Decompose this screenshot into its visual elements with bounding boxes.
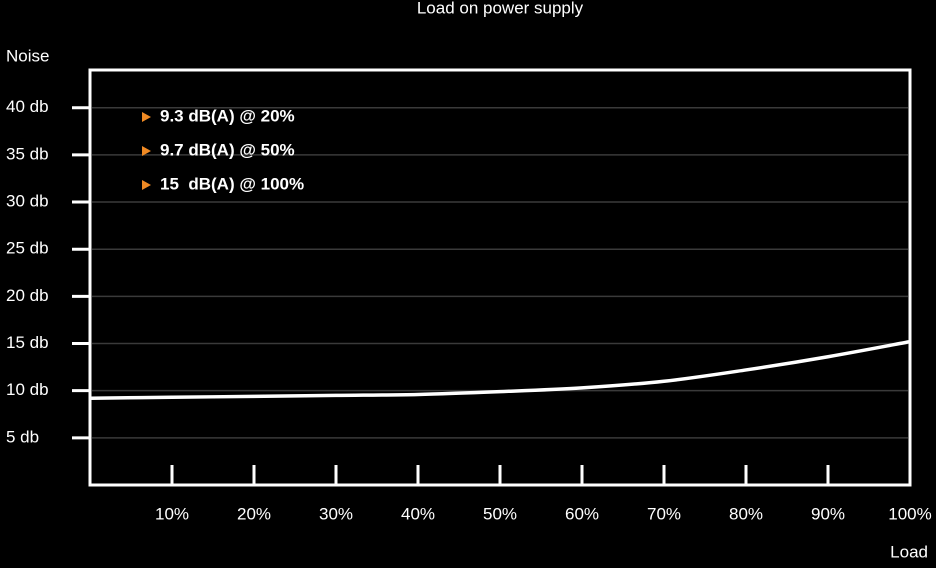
y-tick-label: 30 db [6,192,49,211]
x-tick-label: 10% [155,504,189,523]
y-tick-label: 10 db [6,380,49,399]
chart-title: Load on power supply [417,0,584,17]
y-tick-label: 35 db [6,144,49,163]
x-tick-label: 40% [401,504,435,523]
annotation-marker [142,180,151,190]
y-tick-label: 5 db [6,427,39,446]
x-tick-label: 80% [729,504,763,523]
x-tick-label: 30% [319,504,353,523]
x-tick-label: 60% [565,504,599,523]
x-tick-label: 50% [483,504,517,523]
x-tick-label: 70% [647,504,681,523]
y-tick-label: 40 db [6,97,49,116]
y-tick-label: 15 db [6,333,49,352]
annotation: 15 dB(A) @ 100% [160,174,304,193]
x-tick-label: 20% [237,504,271,523]
plot-frame [88,68,912,487]
annotation-marker [142,112,151,122]
y-tick-label: 20 db [6,286,49,305]
x-tick-label: 90% [811,504,845,523]
x-axis-label: Load [890,542,928,561]
x-tick-label: 100% [888,504,931,523]
annotation: 9.3 dB(A) @ 20% [160,106,295,125]
annotation-marker [142,146,151,156]
y-axis-label: Noise [6,46,49,65]
y-tick-label: 25 db [6,239,49,258]
line [89,339,911,400]
annotation: 9.7 dB(A) @ 50% [160,140,295,159]
